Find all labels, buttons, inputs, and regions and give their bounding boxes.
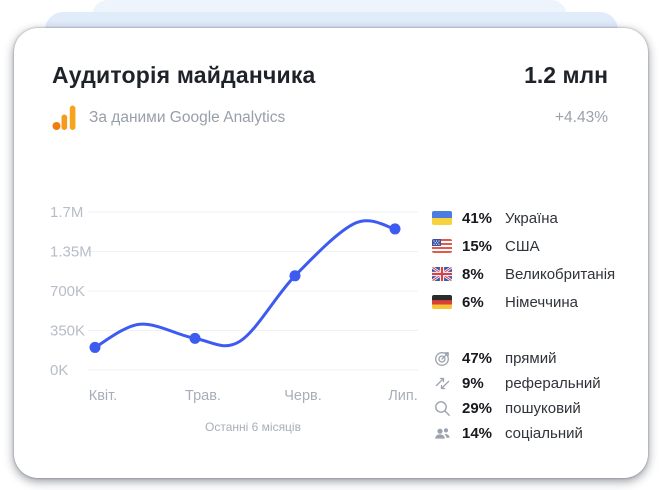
traffic-name: пошуковий xyxy=(505,400,581,417)
traffic-name: прямий xyxy=(505,350,557,367)
countries-list: 41% Україна 15% США xyxy=(432,204,638,316)
svg-text:Черв.: Черв. xyxy=(284,388,322,404)
ukraine-flag-icon xyxy=(432,211,452,225)
germany-flag-icon xyxy=(432,295,452,309)
audience-total-value: 1.2 млн xyxy=(524,62,608,88)
traffic-name: соціальний xyxy=(505,425,583,442)
traffic-pct: 9% xyxy=(462,375,484,392)
traffic-pct: 14% xyxy=(462,425,493,442)
card-title: Аудиторія майданчика xyxy=(52,62,316,88)
chart-canvas: 0K 350K 700K 1.35M 1.7M Квіт. Трав. Черв. Лип. xyxy=(50,204,418,404)
users-icon xyxy=(432,425,452,442)
traffic-row: 47% прямий xyxy=(432,346,638,371)
stats-panel: 41% Україна 15% США xyxy=(432,204,638,446)
svg-text:700K: 700K xyxy=(50,283,85,300)
country-row: 15% США xyxy=(432,232,638,260)
country-name: США xyxy=(505,237,540,255)
audience-line-chart: 0K 350K 700K 1.35M 1.7M Квіт. Трав. Черв. Лип. О… xyxy=(50,200,450,458)
country-row: 6% Німеччина xyxy=(432,288,638,316)
referral-arrows-icon xyxy=(432,375,452,392)
country-name: Великобританія xyxy=(505,265,616,283)
country-pct: 6% xyxy=(462,293,484,311)
growth-delta: +4.43% xyxy=(554,109,608,126)
country-pct: 15% xyxy=(462,237,493,255)
traffic-row: 14% соціальний xyxy=(432,421,638,446)
search-icon xyxy=(432,400,452,417)
country-row: 41% Україна xyxy=(432,204,638,232)
svg-text:Квіт.: Квіт. xyxy=(89,388,117,404)
traffic-row: 29% пошуковий xyxy=(432,396,638,421)
traffic-sources-list: 47% прямий 9% реферальний xyxy=(432,346,638,446)
uk-flag-icon xyxy=(432,267,452,281)
svg-text:1.7M: 1.7M xyxy=(50,204,83,221)
usa-flag-icon xyxy=(432,239,452,253)
country-row: 8% Великобританія xyxy=(432,260,638,288)
country-name: Україна xyxy=(505,209,558,227)
traffic-pct: 29% xyxy=(462,400,493,417)
data-source-label: За даними Google Analytics xyxy=(89,109,286,126)
svg-text:Лип.: Лип. xyxy=(388,388,418,404)
svg-text:1.35M: 1.35M xyxy=(50,244,92,261)
google-analytics-icon xyxy=(52,105,76,131)
target-icon xyxy=(432,350,452,367)
traffic-pct: 47% xyxy=(462,350,493,367)
traffic-row: 9% реферальний xyxy=(432,371,638,396)
svg-text:350K: 350K xyxy=(50,323,85,340)
audience-card: Аудиторія майданчика 1.2 млн За даними G… xyxy=(14,28,648,478)
svg-text:0K: 0K xyxy=(50,362,68,379)
svg-text:Трав.: Трав. xyxy=(185,388,221,404)
country-pct: 41% xyxy=(462,209,493,227)
chart-caption: Останні 6 місяців xyxy=(205,420,301,434)
country-name: Німеччина xyxy=(505,293,578,311)
card-header: Аудиторія майданчика 1.2 млн За даними G… xyxy=(52,62,608,131)
traffic-name: реферальний xyxy=(505,375,601,392)
country-pct: 8% xyxy=(462,265,484,283)
